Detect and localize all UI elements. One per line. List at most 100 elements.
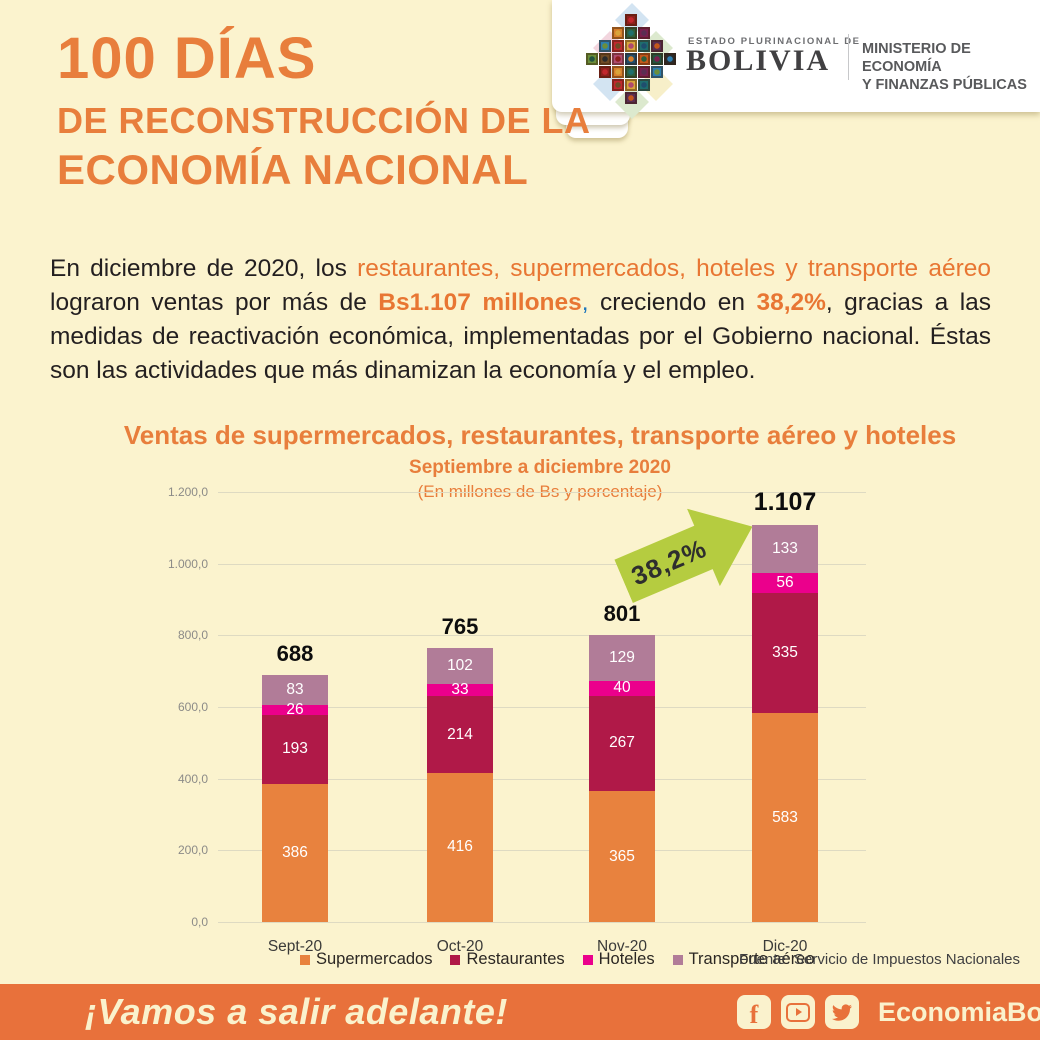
emblem-tile bbox=[625, 79, 637, 91]
intro-text: En diciembre de 2020, los bbox=[50, 255, 358, 282]
segment-value-label: 83 bbox=[286, 681, 304, 699]
bar-segment-Transporte aéreo: 133 bbox=[752, 525, 818, 573]
intro-highlight-sectors: restaurantes, supermercados, hoteles y t… bbox=[357, 255, 992, 282]
gridline bbox=[218, 778, 866, 780]
emblem-tile bbox=[638, 40, 650, 52]
segment-value-label: 133 bbox=[772, 540, 798, 558]
legend-swatch bbox=[582, 954, 593, 965]
x-category-label: Nov-20 bbox=[597, 938, 647, 955]
ministry-name: MINISTERIO DE ECONOMÍA Y FINANZAS PÚBLIC… bbox=[862, 40, 1040, 94]
gridline bbox=[218, 922, 866, 923]
bar-segment-Restaurantes: 335 bbox=[752, 593, 818, 714]
bar-segment-Transporte aéreo: 129 bbox=[589, 635, 655, 682]
x-category-label: Dic-20 bbox=[762, 938, 808, 955]
gridline bbox=[218, 563, 866, 565]
y-tick-label: 200,0 bbox=[177, 843, 208, 858]
emblem-tile bbox=[625, 40, 637, 52]
bar-segment-Hoteles: 40 bbox=[589, 679, 655, 697]
intro-highlight-growth: 38,2% bbox=[756, 289, 826, 316]
chart-header: Ventas de supermercados, restaurantes, t… bbox=[60, 420, 1020, 502]
segment-value-label: 33 bbox=[451, 681, 469, 699]
facebook-icon[interactable]: f bbox=[737, 995, 771, 1029]
x-category-label: Oct-20 bbox=[436, 938, 484, 955]
title-line2: DE RECONSTRUCCIÓN DE LA bbox=[57, 100, 591, 141]
logo-pretitle: ESTADO PLURINACIONAL DE bbox=[688, 36, 861, 47]
bar-segment-Supermercados: 386 bbox=[262, 783, 328, 922]
emblem-tile bbox=[651, 40, 663, 52]
segment-value-label: 214 bbox=[447, 725, 473, 743]
ministry-line2: Y FINANZAS PÚBLICAS bbox=[862, 77, 1027, 93]
twitter-icon[interactable] bbox=[825, 995, 859, 1029]
segment-value-label: 583 bbox=[772, 808, 798, 826]
y-tick-label: 400,0 bbox=[177, 771, 208, 786]
bar-segment-Restaurantes: 193 bbox=[262, 714, 328, 784]
emblem-tile bbox=[612, 27, 624, 39]
bar-segment-Supermercados: 583 bbox=[752, 713, 818, 922]
emblem-tile bbox=[599, 66, 611, 78]
emblem-tile bbox=[651, 66, 663, 78]
bar-segment-Supermercados: 416 bbox=[427, 772, 493, 922]
logo-country-name: BOLIVIA bbox=[686, 44, 831, 77]
chart-unit-note: (En millones de Bs y porcentaje) bbox=[417, 482, 663, 501]
social-handle: EconomiaBo bbox=[878, 997, 1040, 1027]
y-tick-label: 800,0 bbox=[177, 628, 208, 643]
intro-text: creciendo en bbox=[588, 289, 757, 316]
y-tick-label: 0,0 bbox=[191, 915, 208, 929]
bar-total-label: 688 bbox=[276, 641, 314, 667]
intro-paragraph: En diciembre de 2020, los restaurantes, … bbox=[50, 252, 991, 388]
emblem-tile bbox=[625, 92, 637, 104]
segment-value-label: 129 bbox=[609, 649, 635, 667]
legend-label: Restaurantes bbox=[466, 950, 565, 968]
emblem-tile bbox=[599, 53, 611, 65]
bar-segment-Hoteles: 33 bbox=[427, 681, 493, 699]
emblem-tile bbox=[651, 53, 663, 65]
title-line3: ECONOMÍA NACIONAL bbox=[57, 146, 529, 193]
legend-label: Hoteles bbox=[598, 950, 655, 968]
legend-swatch bbox=[672, 954, 683, 965]
segment-value-label: 56 bbox=[776, 574, 794, 592]
chart-legend: Supermercados Restaurantes Hoteles Transpor… bbox=[300, 950, 815, 969]
legend-item: Hoteles bbox=[582, 950, 655, 969]
stacked-bar-Dic-20: 583 335 56 133 bbox=[752, 525, 818, 922]
stacked-bar-Nov-20: 365 267 40 129 bbox=[589, 635, 655, 922]
segment-value-label: 365 bbox=[609, 847, 635, 865]
legend-item: Supermercados bbox=[300, 950, 432, 969]
bar-segment-Hoteles: 26 bbox=[262, 701, 328, 718]
emblem-tile bbox=[638, 79, 650, 91]
segment-value-label: 386 bbox=[282, 843, 308, 861]
ministry-line1: MINISTERIO DE ECONOMÍA bbox=[862, 41, 971, 75]
legend-label: Supermercados bbox=[316, 950, 433, 968]
social-icons: f bbox=[737, 995, 859, 1029]
stacked-bar-Oct-20: 416 214 33 102 bbox=[427, 647, 493, 922]
footer-bar: ¡Vamos a salir adelante! f EconomiaBo bbox=[0, 984, 1040, 1040]
emblem-tile bbox=[599, 40, 611, 52]
segment-value-label: 40 bbox=[613, 679, 631, 697]
emblem-tile bbox=[612, 66, 624, 78]
title-line1: 100 DÍAS bbox=[57, 26, 317, 91]
segment-value-label: 26 bbox=[286, 700, 304, 718]
gridline bbox=[218, 850, 866, 852]
emblem-tile bbox=[638, 53, 650, 65]
emblem-tile bbox=[625, 66, 637, 78]
bar-segment-Restaurantes: 214 bbox=[427, 696, 493, 773]
segment-value-label: 193 bbox=[282, 740, 308, 758]
chart-title: Ventas de supermercados, restaurantes, t… bbox=[123, 420, 957, 450]
bar-total-label: 1.107 bbox=[753, 488, 817, 517]
legend-swatch bbox=[300, 954, 310, 965]
youtube-icon[interactable] bbox=[781, 995, 815, 1029]
logo-divider bbox=[848, 34, 849, 80]
x-category-label: Sept-20 bbox=[267, 938, 323, 955]
gridline bbox=[218, 707, 866, 708]
y-tick-label: 1.000,0 bbox=[167, 556, 208, 571]
intro-highlight-amount: Bs1.107 millones bbox=[378, 289, 582, 316]
emblem-tile bbox=[612, 79, 624, 91]
legend-swatch bbox=[450, 954, 461, 965]
twitter-bird-glyph bbox=[832, 1003, 852, 1021]
y-tick-label: 1.200,0 bbox=[167, 485, 208, 499]
bar-segment-Supermercados: 365 bbox=[589, 791, 655, 922]
gridline bbox=[218, 492, 866, 493]
bar-segment-Transporte aéreo: 83 bbox=[262, 675, 328, 706]
bolivia-chakana-emblem bbox=[586, 3, 677, 119]
page-title: 100 DÍAS DE RECONSTRUCCIÓN DE LA ECONOMÍA … bbox=[57, 30, 591, 191]
stacked-bar-Sept-20: 386 193 26 83 bbox=[262, 675, 328, 922]
